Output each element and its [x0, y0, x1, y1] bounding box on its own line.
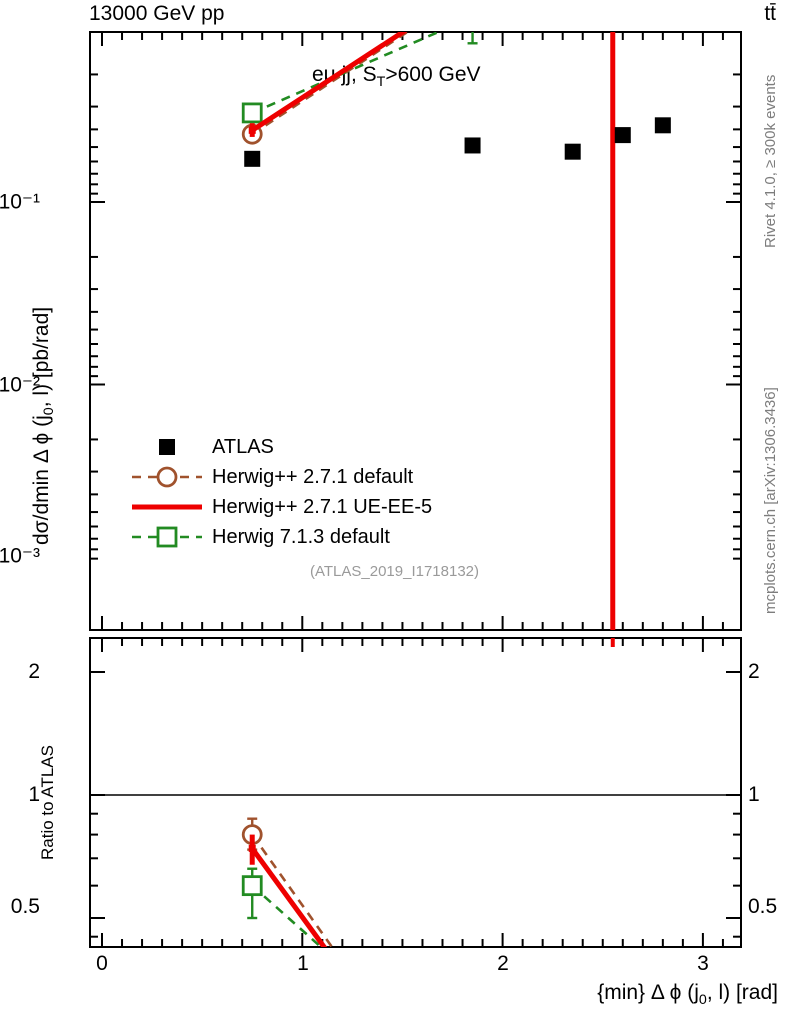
legend-label: ATLAS: [212, 435, 274, 458]
analysis-watermark: (ATLAS_2019_I1718132): [310, 563, 480, 580]
y-axis-title: dσ/dmin Δ ϕ (j0, l) [pb/rad]: [30, 307, 57, 545]
y-axis-title-a: dσ/dmin Δ ϕ (j: [30, 415, 53, 545]
x-axis-title-sub: 0: [698, 991, 707, 1008]
legend-key-dashed-circle-icon: [130, 464, 204, 490]
plot-title-prefix: eμ jj, S: [312, 63, 377, 86]
x-tick-label-2: 2: [497, 952, 509, 975]
plot-title-suffix: >600 GeV: [385, 63, 481, 86]
plot-title: eμ jj, ST>600 GeV: [312, 63, 481, 90]
ratio-y-tick-label-1-right: 1: [748, 783, 760, 806]
y-tick-label-1e-3: 10⁻³: [0, 544, 40, 568]
legend-label: Herwig++ 2.7.1 UE-EE-5: [212, 495, 433, 518]
legend-item[interactable]: Herwig 7.1.3 default: [130, 522, 432, 552]
ratio-y-tick-label-0.5-right: 0.5: [748, 895, 778, 918]
legend-label: Herwig 7.1.3 default: [212, 525, 390, 548]
legend-item[interactable]: Herwig++ 2.7.1 default: [130, 462, 432, 492]
x-tick-label-1: 1: [297, 952, 309, 975]
legend-key-solid-icon: [130, 494, 204, 520]
ratio-y-tick-label-1-left: 1: [28, 783, 40, 806]
x-axis-title-b: , l) [rad]: [706, 981, 778, 1004]
x-axis-title: {min} Δ ϕ (j0, l) [rad]: [597, 981, 778, 1008]
ratio-plot-frame: [89, 637, 742, 948]
rivet-version-note: Rivet 4.1.0, ≥ 300k events: [762, 74, 779, 248]
legend-item[interactable]: ATLAS: [130, 432, 432, 462]
ratio-y-axis-title: Ratio to ATLAS: [38, 745, 57, 860]
ratio-y-tick-label-0.5-left: 0.5: [10, 895, 40, 918]
mcplots-credit-note: mcplots.cern.ch [arXiv:1306.3436]: [762, 387, 779, 614]
ratio-y-tick-label-2-left: 2: [28, 660, 40, 683]
beam-energy-label: 13000 GeV pp: [89, 2, 225, 25]
y-tick-label-1e-2: 10⁻²: [0, 373, 40, 397]
y-tick-label-1e-1: 10⁻¹: [0, 190, 40, 214]
x-tick-label-3: 3: [697, 952, 709, 975]
ratio-y-tick-label-2-right: 2: [748, 660, 760, 683]
legend-key-marker-square-filled-icon: [130, 434, 204, 460]
legend-key-dashed-square-icon: [130, 524, 204, 550]
legend-item[interactable]: Herwig++ 2.7.1 UE-EE-5: [130, 492, 432, 522]
x-axis-title-a: {min} Δ ϕ (j: [597, 981, 699, 1004]
process-label: tt̄: [764, 2, 776, 25]
legend-label: Herwig++ 2.7.1 default: [212, 465, 414, 488]
y-axis-title-sub: 0: [40, 407, 57, 416]
x-tick-label-0: 0: [96, 952, 108, 975]
legend: ATLAS Herwig++ 2.7.1 default Herwig++ 2.7.…: [130, 432, 432, 552]
